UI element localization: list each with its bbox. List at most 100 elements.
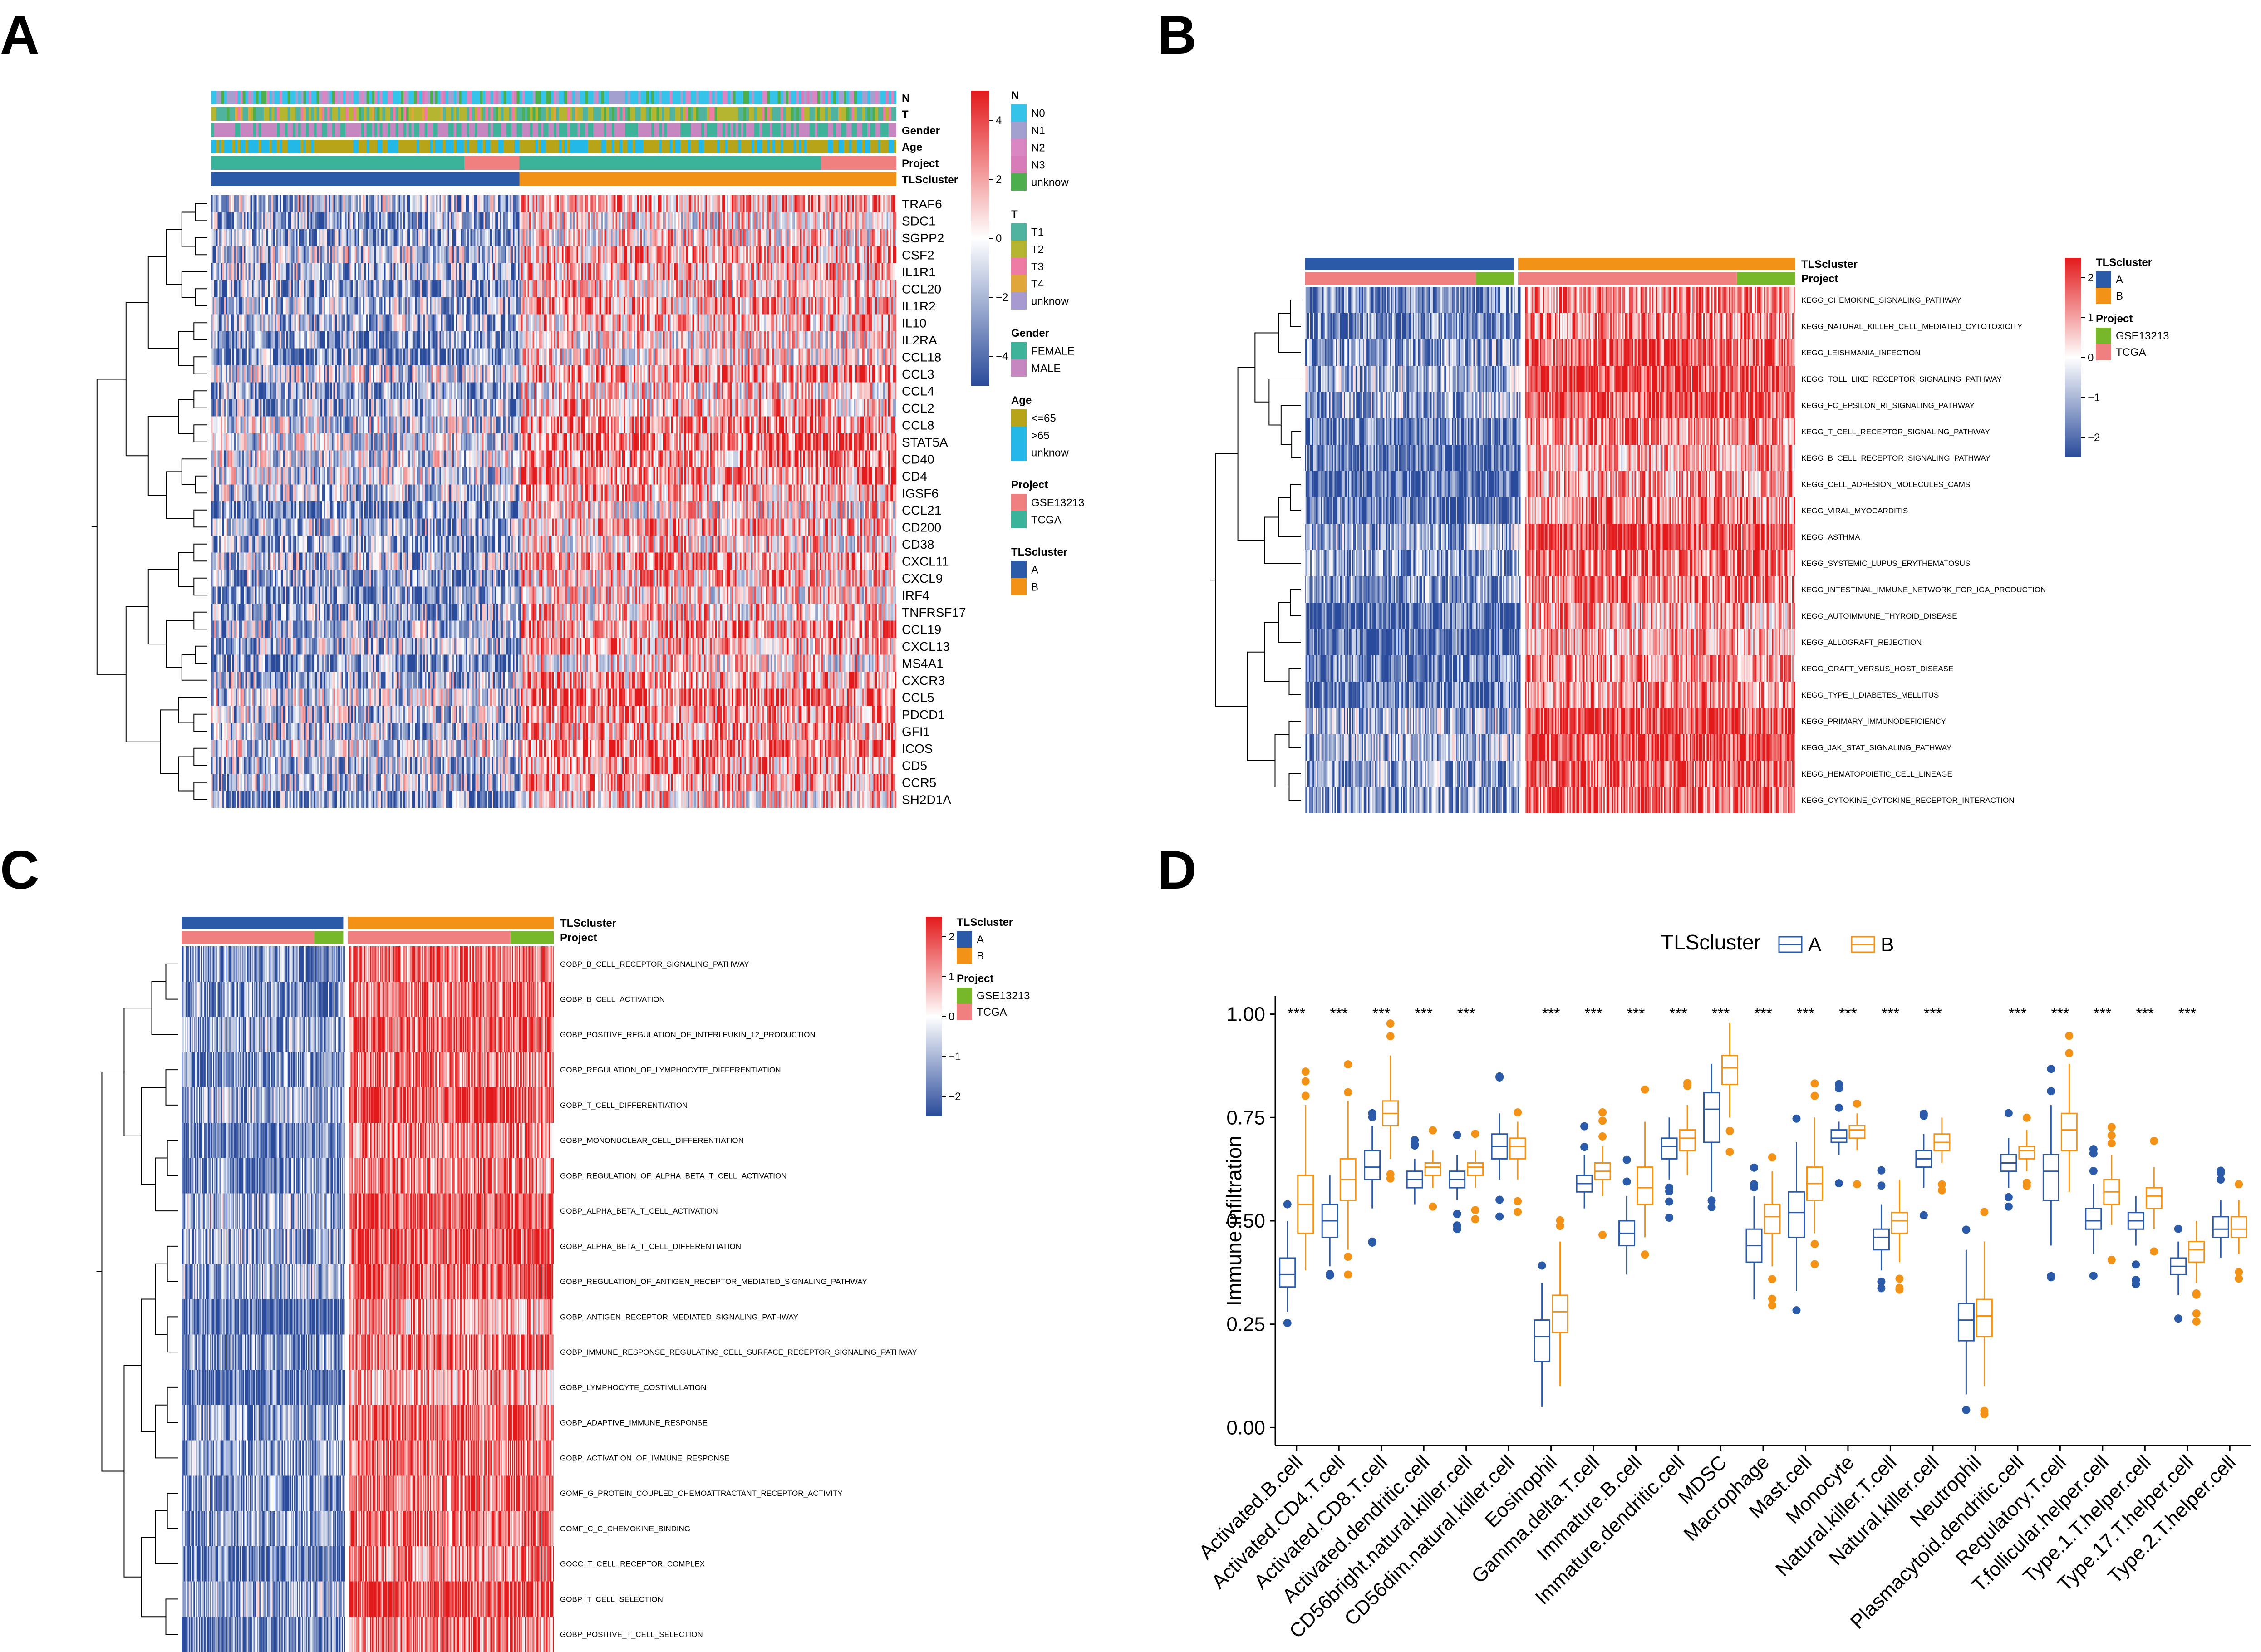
panel-a-dendrogram-link <box>178 697 207 723</box>
panel-a-legend-t-item: T3 <box>1031 261 1044 273</box>
panel-d-box-body <box>1552 1294 1569 1333</box>
panel-d-significance: *** <box>2136 1005 2154 1023</box>
panel-c-legend-project-item: GSE13213 <box>977 990 1030 1002</box>
panel-b-dendrogram-link <box>1268 379 1301 426</box>
panel-d-outlier <box>1919 1211 1928 1219</box>
panel-a-track-n-cells <box>211 91 896 104</box>
panel-a-legend-project-item: TCGA <box>1031 514 1062 526</box>
panel-a-row-label: SDC1 <box>902 214 936 228</box>
panel-d-box-body <box>1637 1166 1654 1205</box>
panel-a-row-label: CCL19 <box>902 622 941 636</box>
panel-b-legend-tlscluster-item: B <box>2116 290 2123 302</box>
panel-d-outlier <box>2217 1175 2225 1184</box>
panel-d-box-b <box>1806 1117 1823 1234</box>
panel-d-box-body <box>2042 1154 2059 1201</box>
panel-d-outlier <box>2174 1224 2182 1233</box>
panel-b-legend-tlscluster-title: TLScluster <box>2096 256 2152 269</box>
panel-d-outlier <box>1429 1126 1437 1135</box>
panel-a-row-label: CXCL9 <box>902 571 943 585</box>
panel-a-dendrogram-link <box>181 271 207 298</box>
panel-c-dendrogram-link <box>101 1071 124 1472</box>
panel-d-outlier <box>2107 1123 2116 1131</box>
panel-d-outlier <box>2192 1309 2201 1318</box>
panel-d-box-b <box>1552 1241 1569 1386</box>
panel-a-row-label: CD4 <box>902 469 927 483</box>
panel-a-dendrogram-link <box>193 782 207 800</box>
panel-c-row-label: GOBP_REGULATION_OF_ALPHA_BETA_T_CELL_ACT… <box>560 1171 786 1180</box>
panel-a-dendrogram-link <box>181 654 207 681</box>
panel-c-colorbar-tick-label: −2 <box>949 1091 961 1103</box>
panel-a-heatmap-cells-cells-a <box>211 195 521 808</box>
panel-c-row-label: GOBP_T_CELL_DIFFERENTIATION <box>560 1101 688 1110</box>
panel-d-outlier <box>2107 1256 2116 1264</box>
panel-d-significance: *** <box>1415 1005 1433 1023</box>
panel-a-row-label: CCL4 <box>902 384 934 398</box>
panel-a-row-label: CCL5 <box>902 690 934 704</box>
panel-c-row-label: GOMF_C_C_CHEMOKINE_BINDING <box>560 1524 690 1533</box>
panel-c-dendrogram-link <box>141 1298 156 1432</box>
panel-c-dendrogram-link <box>165 963 178 1000</box>
panel-d-outlier <box>1495 1212 1504 1221</box>
panel-a-dendrogram-link <box>96 379 126 675</box>
panel-a-track-label: TLScluster <box>902 174 958 186</box>
panel-b-heatmap-cells-cells-a <box>1305 287 1521 813</box>
panel-b-legend-project-swatch <box>2096 328 2111 344</box>
panel-d-outlier <box>1725 1126 1734 1135</box>
panel-d-box-body <box>1848 1125 1866 1139</box>
panel-a-row-label: ICOS <box>902 742 933 756</box>
panel-d-significance: *** <box>2178 1005 2197 1023</box>
panel-b-heatmap-cells <box>1305 287 1795 813</box>
panel-d-legend: TLScluster A B <box>1661 930 1894 956</box>
panel-a-legend-tlscluster-swatch <box>1011 561 1027 578</box>
panel-d-outlier <box>1895 1285 1904 1294</box>
panel-b-row-label: KEGG_LEISHMANIA_INFECTION <box>1801 349 1921 357</box>
panel-a-row-label: SGPP2 <box>902 231 944 245</box>
panel-a-colorbar-bar <box>971 91 989 386</box>
panel-a-track-t <box>211 107 896 121</box>
panel-d-outlier <box>1768 1275 1776 1283</box>
panel-b-colorbar-tick-label: −2 <box>2088 432 2100 444</box>
panel-d-box-a <box>2170 1241 2187 1295</box>
panel-a-colorbar-tick-label: 4 <box>996 114 1002 127</box>
panel-d-outlier <box>1707 1196 1716 1205</box>
panel-c-dendrogram-link <box>123 1008 152 1136</box>
panel-c-dendrogram-link <box>151 981 178 1035</box>
panel-b-row-label: KEGG_GRAFT_VERSUS_HOST_DISEASE <box>1801 664 1953 673</box>
panel-a-colorbar-tick-label: 2 <box>996 173 1002 186</box>
panel-a-legend-t-swatch <box>1011 292 1027 310</box>
panel-d-outlier <box>1810 1240 1819 1249</box>
panel-d-outlier <box>2022 1179 2031 1187</box>
panel-a-heatmap-cells-block-b <box>521 195 896 808</box>
panel-d-box-body <box>1679 1129 1696 1151</box>
panel-d-box-body <box>2018 1146 2035 1160</box>
panel-d-box-a <box>1788 1142 1805 1291</box>
panel-c-dendrogram-link <box>155 1263 167 1335</box>
panel-d-outlier <box>1471 1130 1479 1138</box>
panel-d-box-body <box>1764 1204 1781 1234</box>
panel-a-dendrogram-link <box>193 577 207 596</box>
panel-c-legend-tlscluster-item: B <box>977 950 984 962</box>
panel-a-dendrogram-link <box>193 543 207 562</box>
panel-b-dendrogram-link <box>1288 721 1301 748</box>
panel-a-legend-tlscluster-item: B <box>1031 581 1038 593</box>
panel-a-legend-project-title: Project <box>1011 479 1048 491</box>
panel-b-dendrogram <box>1210 300 1301 801</box>
panel-a-track-label: N <box>902 92 909 104</box>
panel-d-outlier <box>2192 1317 2201 1326</box>
panel-a-track-tlscluster-b <box>519 172 896 186</box>
panel-a-dendrogram-link <box>181 458 207 485</box>
panel-d-box-a <box>1745 1196 1763 1300</box>
panel-d-outlier <box>1792 1114 1801 1123</box>
panel-d-outlier <box>1877 1277 1886 1286</box>
panel-d-box-a <box>1279 1221 1296 1312</box>
panel-b-dendrogram-link <box>1254 332 1279 403</box>
panel-d-y-axis-title: Immune infiltration <box>1222 1136 1246 1306</box>
panel-d-significance: *** <box>1584 1005 1602 1023</box>
panel-a-legend-n-swatch <box>1011 104 1027 122</box>
panel-d-box-body <box>2188 1241 2205 1263</box>
panel-a-dendrogram-link <box>193 713 207 732</box>
panel-d-box-body <box>1661 1137 1678 1160</box>
panel-c-dendrogram-link <box>167 1245 178 1282</box>
panel-c-dendrogram-link <box>167 1140 178 1176</box>
panel-a-dendrogram-link <box>193 611 207 630</box>
